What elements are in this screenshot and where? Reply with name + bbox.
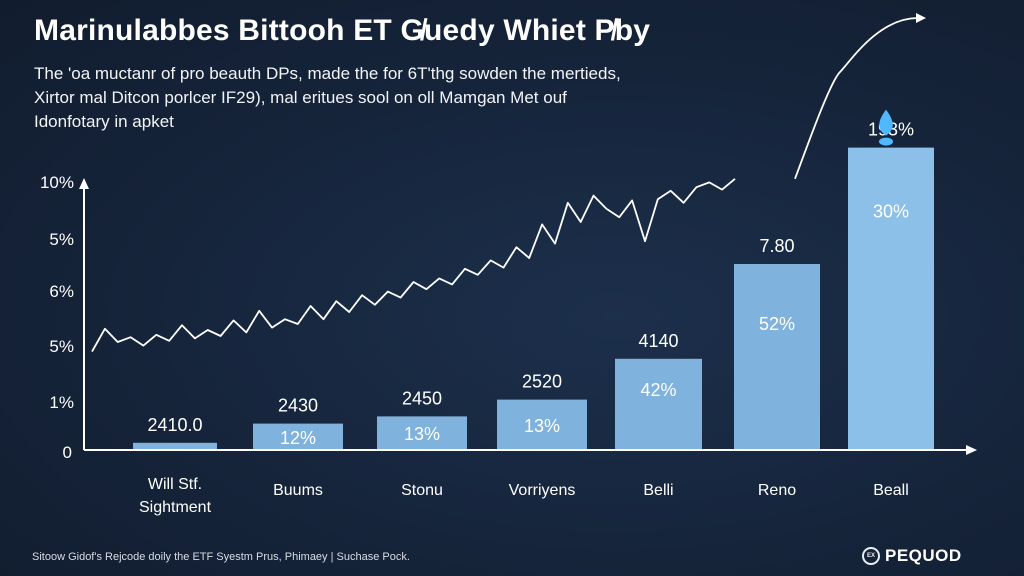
bar	[133, 442, 217, 450]
y-tick-label: 10%	[40, 173, 74, 192]
x-tick-label: Vorriyens	[509, 482, 576, 499]
x-axis-arrow	[966, 445, 977, 455]
bar-inner-label: 12%	[280, 428, 316, 448]
footer-caption: Sitoow Gidof's Rejcode doily the ETF Sye…	[32, 551, 410, 563]
bar-top-label: 2430	[278, 396, 318, 416]
brand-logo: EX PEQUOD	[862, 546, 962, 566]
y-tick-label: 6%	[49, 282, 74, 301]
bar-inner-label: 13%	[404, 424, 440, 444]
subtitle-line: Idonfotary in apket	[34, 112, 174, 131]
x-tick-label: Will Stf.	[148, 476, 202, 493]
bars-layer	[133, 147, 934, 450]
bar-inner-label: 42%	[640, 380, 676, 400]
bar-inner-label: 52%	[759, 314, 795, 334]
y-tick-label: 5%	[49, 337, 74, 356]
marker-layer	[879, 109, 893, 146]
brand-circle-icon: EX	[862, 547, 880, 565]
x-tick-label: Sightment	[139, 499, 212, 516]
bar	[734, 264, 820, 450]
x-tick-label: Reno	[758, 482, 796, 499]
x-tick-label: Stonu	[401, 482, 443, 499]
bar	[377, 416, 467, 450]
droplet-icon	[879, 109, 893, 136]
ticks-layer: 0 1% 5% 6% 5% 10%	[40, 173, 74, 462]
line-layer	[91, 13, 926, 353]
bar-top-label: 4140	[638, 331, 678, 351]
trend-arrow-head	[916, 13, 926, 23]
x-tick-label: Belli	[643, 482, 673, 499]
x-tick-label: Beall	[873, 482, 909, 499]
price-line	[91, 178, 736, 353]
subtitle-line: The 'oa muctanr of pro beauth DPs, made …	[34, 64, 621, 83]
page-title: Marinulabbes Bittooh ET G̸uedy Whiet P̸b…	[34, 14, 651, 47]
bar-inner-label: 13%	[524, 416, 560, 436]
bar-inner-label: 30%	[873, 202, 909, 222]
subtitle: The 'oa muctanr of pro beauth DPs, made …	[34, 62, 714, 134]
bar-top-label: 2520	[522, 372, 562, 392]
bar	[497, 399, 587, 450]
y-tick-label: 0	[63, 443, 72, 462]
bar-top-label: 7.80	[759, 236, 794, 256]
y-tick-label: 5%	[49, 230, 74, 249]
brand-name: PEQUOD	[885, 546, 962, 565]
bar	[253, 423, 343, 450]
bar	[615, 358, 702, 450]
trend-line	[794, 17, 919, 180]
labels-layer: 2410.0 Will Stf. Sightment 2430 12% Buums 2450…	[139, 120, 914, 516]
subtitle-line: Xirtor mal Ditcon porlcer IF29), mal eri…	[34, 88, 567, 107]
bar-top-label: 2450	[402, 388, 442, 408]
y-axis-arrow	[79, 178, 89, 189]
droplet-base-icon	[879, 137, 893, 146]
bar	[848, 147, 934, 450]
bar-top-label: 2410.0	[147, 415, 202, 435]
axes-layer	[79, 178, 977, 455]
x-tick-label: Buums	[273, 482, 323, 499]
y-tick-label: 1%	[49, 393, 74, 412]
